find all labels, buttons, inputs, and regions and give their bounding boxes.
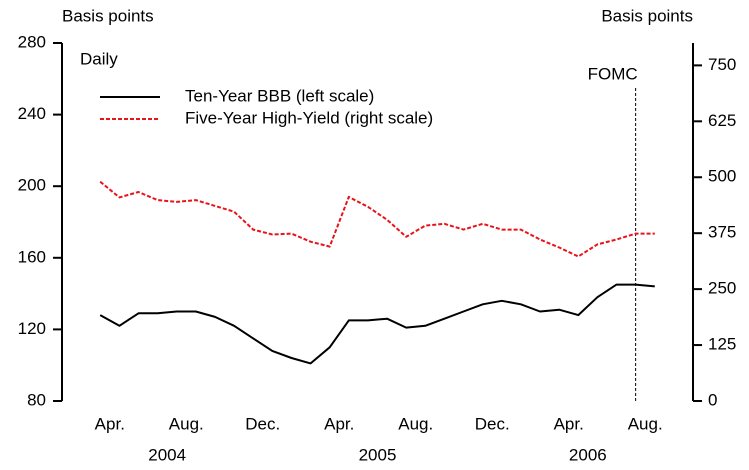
x-tick-label: Dec. [475,414,510,433]
legend-label: Ten-Year BBB (left scale) [185,86,374,105]
x-tick-label: Aug. [398,414,433,433]
legend-label: Five-Year High-Yield (right scale) [185,108,433,127]
x-year-label: 2005 [359,445,397,464]
x-year-label: 2004 [148,445,186,464]
y2-tick-label: 250 [708,279,736,298]
series-line [99,180,655,258]
y-tick-label: 120 [18,319,46,338]
series-line [99,283,655,365]
x-tick-label: Dec. [245,414,280,433]
y-tick-label: 280 [18,32,46,51]
y2-tick-label: 625 [708,111,736,130]
x-tick-label: Aug. [628,414,663,433]
y2-tick-label: 500 [708,167,736,186]
y-tick-label: 200 [18,176,46,195]
y2-tick-label: 0 [708,390,717,409]
x-tick-label: Apr. [554,414,584,433]
y2-tick-label: 375 [708,223,736,242]
y-tick-label: 240 [18,104,46,123]
x-year-label: 2006 [569,445,607,464]
x-tick-label: Apr. [324,414,354,433]
y2-tick-label: 750 [708,55,736,74]
y-tick-label: 160 [18,247,46,266]
y2-tick-label: 125 [708,335,736,354]
y-tick-label: 80 [27,390,46,409]
frequency-note: Daily [80,49,118,68]
y2-axis-label: Basis points [601,6,693,25]
x-tick-label: Aug. [169,414,204,433]
x-tick-label: Apr. [95,414,125,433]
y-axis-label: Basis points [62,6,154,25]
annotation-label: FOMC [588,64,638,83]
